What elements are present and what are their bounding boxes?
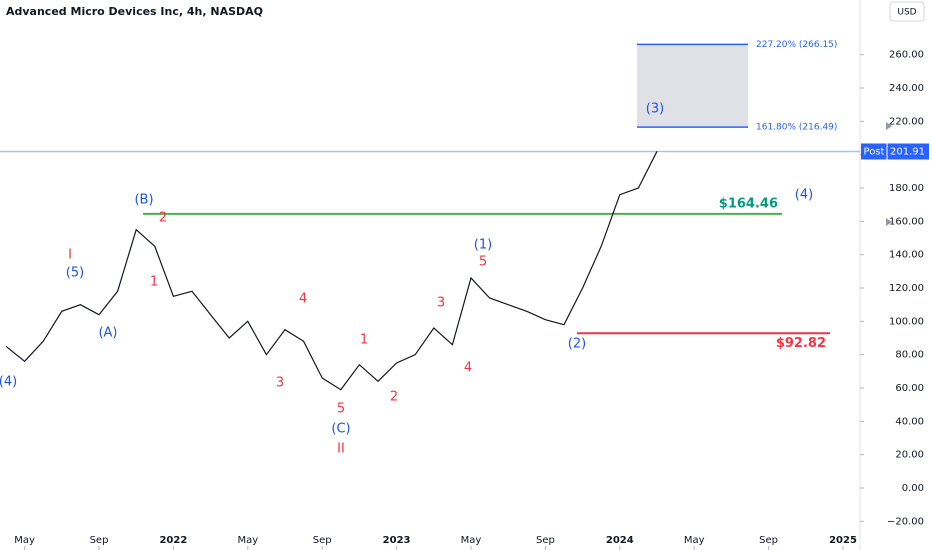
wave-label: (5) [66, 266, 84, 281]
y-tick-label: −20.00 [887, 516, 924, 527]
wave-label: 1 [360, 333, 368, 348]
wave-label: (4) [795, 188, 813, 203]
wave-label: (A) [98, 326, 117, 341]
y-tick-label: 240.00 [889, 83, 924, 94]
wave-label: 3 [437, 296, 445, 311]
x-tick-label: Sep [759, 535, 778, 546]
wave-label: II [337, 442, 345, 457]
last-price-tag [861, 143, 929, 160]
x-tick-label: May [237, 535, 258, 546]
x-tick-label: Sep [536, 535, 555, 546]
arrow-icon [886, 122, 892, 130]
y-tick-label: 0.00 [902, 483, 924, 494]
wave-label: 2 [159, 211, 167, 226]
price-line [5, 151, 658, 391]
wave-label: (C) [331, 422, 350, 437]
y-tick-label: 180.00 [889, 183, 924, 194]
y-tick-label: 100.00 [889, 316, 924, 327]
y-tick-label: 60.00 [895, 383, 924, 394]
wave-label: 4 [464, 361, 472, 376]
y-tick-label: 220.00 [889, 116, 924, 127]
wave-label: (B) [134, 193, 153, 208]
y-tick-label: 80.00 [895, 350, 924, 361]
y-tick-label: 40.00 [895, 416, 924, 427]
x-tick-label: 2023 [383, 535, 411, 546]
wave-label: 1 [150, 275, 158, 290]
x-tick-label: 2025 [829, 535, 857, 546]
x-tick-label: May [684, 535, 705, 546]
y-tick-label: 120.00 [889, 283, 924, 294]
x-tick-label: Sep [313, 535, 332, 546]
y-tick-label: 260.00 [889, 50, 924, 61]
wave-label: (1) [474, 238, 492, 253]
y-tick-label: 20.00 [895, 450, 924, 461]
wave-label: (3) [646, 102, 664, 117]
currency-button[interactable] [889, 1, 925, 22]
arrow-icon [886, 218, 892, 226]
wave-label: (4) [0, 375, 17, 390]
fib-label: 227.20% (266.15) [756, 40, 837, 50]
currency-label[interactable]: USD [897, 8, 916, 18]
level-label: $92.82 [776, 336, 826, 351]
wave-label: 3 [276, 376, 284, 391]
fib-label: 161.80% (216.49) [756, 123, 837, 133]
x-tick-label: Sep [90, 535, 109, 546]
x-tick-label: 2022 [159, 535, 187, 546]
x-tick-label: May [14, 535, 35, 546]
wave-label: 5 [479, 255, 487, 270]
fib-zone [637, 44, 748, 128]
last-price-name: Post [864, 146, 885, 157]
y-tick-label: 140.00 [889, 250, 924, 261]
level-label: $164.46 [719, 196, 778, 211]
x-tick-label: May [461, 535, 482, 546]
wave-label: 4 [299, 292, 307, 307]
last-price-value: 201.91 [890, 146, 925, 157]
wave-label: I [68, 248, 72, 263]
y-tick-label: 160.00 [889, 216, 924, 227]
wave-label: (2) [568, 337, 586, 352]
wave-label: 2 [390, 390, 398, 405]
x-tick-label: 2024 [606, 535, 634, 546]
chart-title: Advanced Micro Devices Inc, 4h, NASDAQ [6, 5, 263, 18]
wave-label: 5 [337, 402, 345, 417]
